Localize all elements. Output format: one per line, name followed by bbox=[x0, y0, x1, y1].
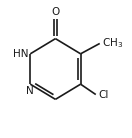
Text: Cl: Cl bbox=[98, 90, 109, 100]
Text: HN: HN bbox=[13, 49, 29, 59]
Text: O: O bbox=[51, 7, 60, 17]
Text: N: N bbox=[26, 86, 34, 95]
Text: CH$_3$: CH$_3$ bbox=[102, 36, 124, 50]
